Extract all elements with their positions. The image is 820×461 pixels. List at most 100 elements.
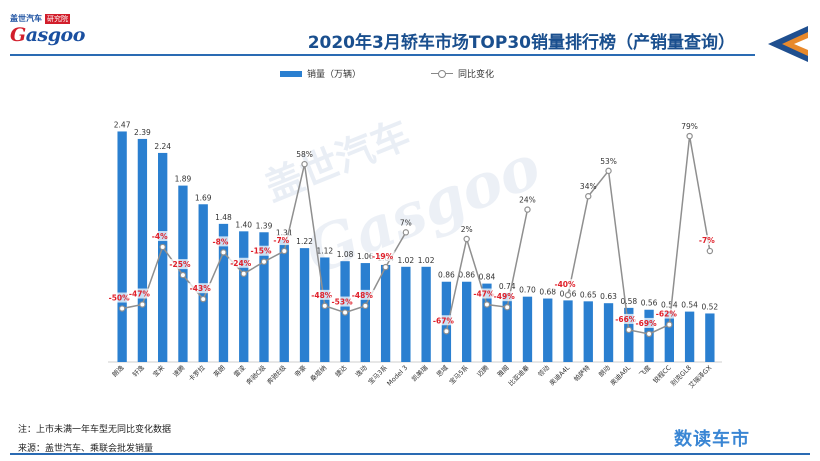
x-tick-label: 帕萨特	[572, 363, 593, 384]
bar-value-label: 1.31	[276, 229, 293, 238]
bar	[117, 131, 127, 362]
bar-value-label: 1.69	[195, 193, 212, 202]
line-label-bg	[107, 292, 132, 303]
bar-value-label: 0.58	[620, 297, 637, 306]
legend-line: 同比变化	[431, 67, 494, 80]
bar	[218, 223, 229, 362]
logo-tag: 研究院	[45, 14, 70, 24]
line-label-bg	[249, 245, 273, 256]
bar-value-label: 1.48	[215, 213, 232, 222]
brand-logo: 数读车市	[674, 429, 750, 450]
footer-divider	[10, 453, 810, 455]
line-point	[341, 309, 349, 316]
bar	[705, 313, 715, 362]
line-point	[321, 302, 328, 310]
bar	[543, 298, 553, 362]
line-point	[301, 160, 308, 168]
bar-value-label: 1.40	[235, 220, 252, 229]
x-tick-label: 奔驰C级	[244, 363, 268, 387]
bar-value-label: 1.12	[316, 246, 333, 255]
line-value-label: -4%	[152, 232, 168, 241]
line-value-label: 58%	[296, 150, 313, 159]
bar-value-label: 1.22	[296, 237, 313, 246]
legend-bar-swatch	[280, 70, 302, 77]
line-point	[605, 167, 612, 175]
line-value-label: -43%	[190, 284, 212, 293]
line-value-label: -62%	[656, 310, 678, 319]
x-tick-label: 思域	[434, 363, 450, 379]
line-point	[524, 206, 531, 213]
legend-line-swatch	[431, 69, 454, 78]
line-label-bg	[694, 235, 719, 246]
x-tick-label: 奔驰E级	[265, 363, 288, 386]
line-value-label: 34%	[580, 182, 597, 191]
x-tick-label: 雅阁	[495, 363, 511, 379]
chart-legend: 销量（万辆） 同比变化	[280, 67, 494, 80]
bar	[380, 264, 391, 362]
x-tick-label: 朗逸	[110, 363, 126, 379]
bar-value-label: 0.74	[499, 282, 516, 291]
bar	[239, 231, 249, 362]
legend-line-label: 同比变化	[458, 70, 495, 80]
x-tick-label: 奥迪A4L	[547, 363, 571, 387]
bar	[624, 307, 634, 362]
footnote: 注：上市未满一年车型无同比变化数据	[18, 425, 172, 435]
chart-title: 2020年3月轿车市场TOP30销量排行榜（产销量查询）	[307, 33, 735, 53]
line-point	[706, 247, 714, 255]
bar	[360, 263, 370, 362]
line-point	[220, 249, 227, 256]
x-tick-label: 卡罗拉	[186, 363, 207, 384]
bar-value-label: 0.54	[661, 301, 678, 310]
line-value-label: 79%	[681, 122, 698, 131]
line-value-label: -7%	[273, 236, 289, 245]
line-value-label: -40%	[554, 280, 576, 289]
gasgoo-logo: 盖世汽车 研究院 Gasgoo	[10, 14, 90, 48]
bar-value-label: 0.68	[539, 288, 556, 297]
line-point	[564, 291, 572, 299]
bar-value-label: 0.65	[580, 290, 597, 299]
bar	[198, 204, 208, 362]
x-tick-label: 宝马5系	[447, 363, 470, 386]
line-value-label: -53%	[332, 298, 354, 307]
line-value-label: -47%	[129, 290, 151, 299]
logo-wordmark-g: G	[10, 24, 26, 46]
line-value-label: 7%	[400, 218, 412, 227]
line-point	[625, 326, 633, 334]
x-tick-label: 朗动	[596, 363, 612, 379]
bar-value-label: 1.02	[398, 256, 415, 265]
bar	[158, 152, 168, 362]
x-tick-label: 飞度	[637, 363, 653, 379]
bar-value-label: 0.86	[458, 271, 475, 280]
bar	[522, 296, 533, 362]
line-value-label: 53%	[600, 157, 617, 166]
x-tick-label: 英朗	[211, 363, 227, 379]
logo-brand-cn: 盖世汽车	[10, 14, 42, 23]
bar-value-label: 2.47	[114, 120, 131, 129]
logo-wordmark: Gasgoo	[10, 24, 90, 46]
line-label-bg	[492, 291, 517, 302]
line-point	[585, 193, 592, 200]
line-value-label: -47%	[473, 290, 495, 299]
line-label-bg	[208, 236, 233, 247]
line-label-bg	[228, 257, 253, 268]
bar	[502, 292, 512, 362]
x-tick-label: 捷达	[333, 363, 349, 379]
line-value-label: -50%	[109, 294, 131, 303]
bar-value-label: 1.06	[357, 252, 374, 261]
series-line	[567, 135, 711, 335]
line-point	[686, 132, 693, 140]
line-label-bg	[370, 251, 395, 262]
bar	[603, 303, 614, 362]
line-value-label: -67%	[433, 316, 455, 325]
bar	[583, 301, 593, 362]
line-point	[645, 330, 653, 338]
line-value-label: -66%	[615, 315, 637, 324]
line-point	[260, 258, 268, 265]
bar	[482, 283, 492, 362]
line-label-bg	[309, 289, 334, 300]
source-note: 来源：盖世汽车、乘联会批发销量	[18, 444, 154, 454]
bar-value-label: 1.89	[175, 175, 192, 184]
x-tick-label: 速腾	[171, 363, 187, 379]
x-tick-label: 领动	[536, 363, 552, 379]
